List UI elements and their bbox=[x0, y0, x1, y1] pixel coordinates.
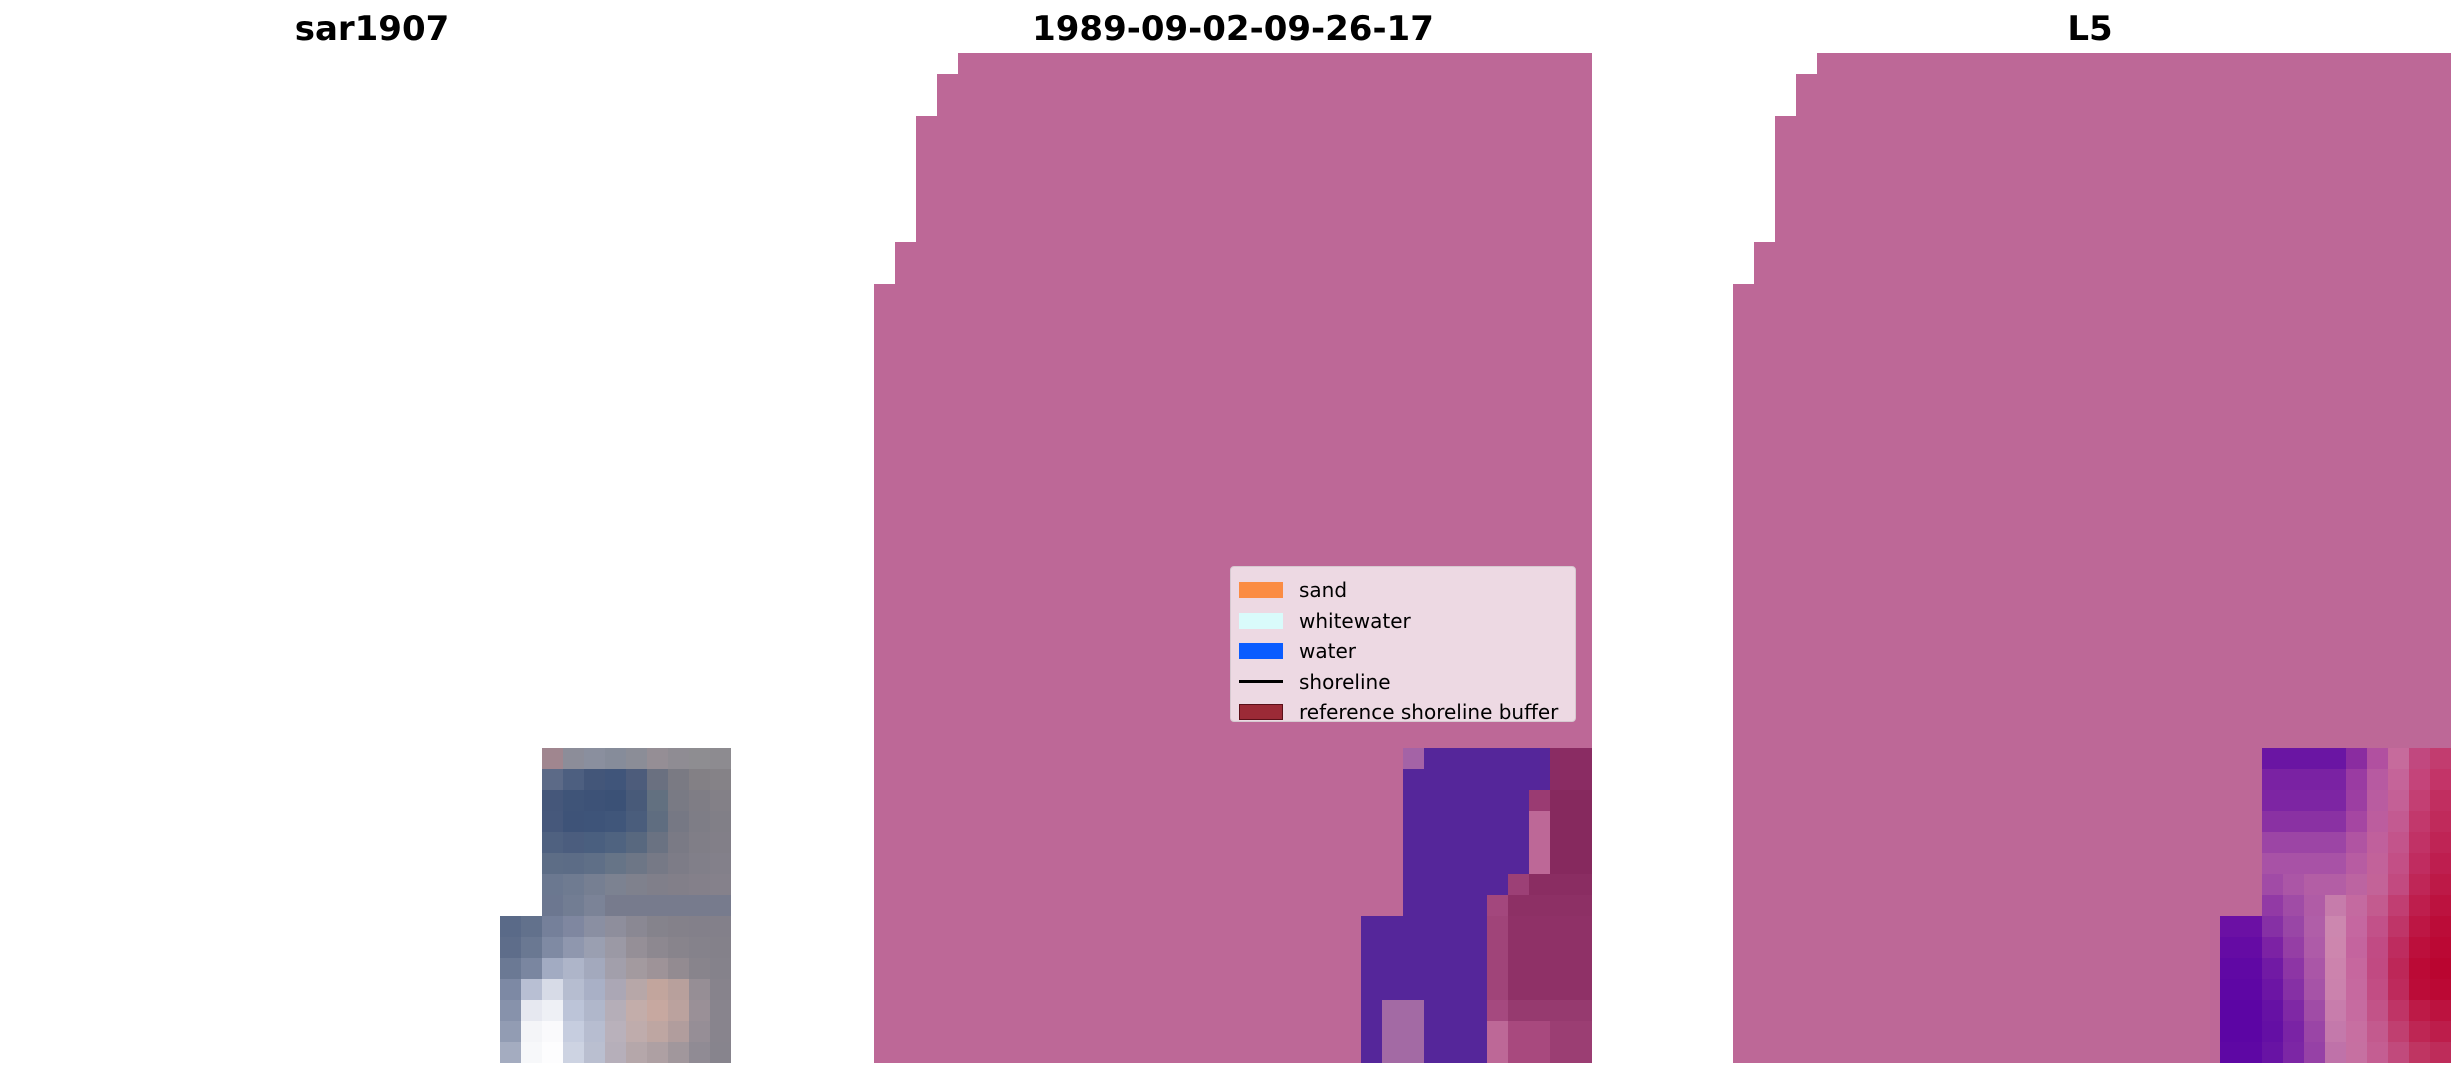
sand-edge-pixels bbox=[1487, 748, 1592, 1063]
sand-swatch bbox=[1239, 582, 1283, 599]
legend-label-shoreline: shoreline bbox=[1299, 669, 1391, 694]
legend: sand whitewater water shoreline referenc… bbox=[1230, 566, 1576, 724]
index-image-panel bbox=[1733, 53, 2451, 1063]
legend-item-whitewater: whitewater bbox=[1239, 606, 1575, 637]
rgb-upper-block bbox=[542, 748, 731, 895]
panel-title-index: L5 bbox=[2067, 9, 2113, 49]
whitewater-swatch bbox=[1239, 612, 1283, 629]
legend-item-shoreline: shoreline bbox=[1239, 667, 1575, 698]
water-class-region bbox=[1361, 748, 1550, 1063]
water-swatch bbox=[1239, 643, 1283, 660]
buffer-swatch bbox=[1239, 704, 1283, 721]
legend-item-buffer: reference shoreline buffer bbox=[1239, 697, 1575, 728]
panel-title-rgb: sar1907 bbox=[294, 9, 450, 49]
index-gradient-pixels bbox=[2220, 748, 2451, 1063]
legend-label-water: water bbox=[1299, 639, 1356, 664]
panel-title-classified: 1989-09-02-09-26-17 bbox=[1032, 9, 1434, 49]
rgb-image-panel bbox=[500, 748, 731, 1063]
legend-label-whitewater: whitewater bbox=[1299, 608, 1411, 633]
legend-label-sand: sand bbox=[1299, 578, 1348, 603]
legend-item-water: water bbox=[1239, 636, 1575, 667]
legend-label-buffer: reference shoreline buffer bbox=[1299, 700, 1559, 725]
classified-image-panel bbox=[874, 53, 1592, 1063]
rgb-lower-block bbox=[500, 895, 731, 1063]
shoreline-line-swatch bbox=[1239, 680, 1283, 684]
legend-item-sand: sand bbox=[1239, 575, 1575, 606]
